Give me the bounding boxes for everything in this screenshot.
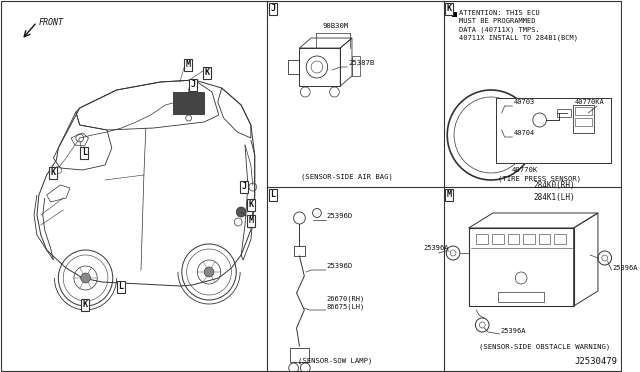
Bar [523, 234, 535, 244]
Text: J: J [191, 80, 196, 89]
Text: 25396D: 25396D [326, 263, 353, 269]
Text: 40704: 40704 [513, 130, 534, 136]
Text: 284K0(RH)
284K1(LH): 284K0(RH) 284K1(LH) [533, 181, 575, 202]
Text: 98B30M: 98B30M [323, 23, 349, 29]
Text: M: M [446, 190, 451, 199]
Bar [288, 60, 300, 74]
Text: 40770KA: 40770KA [575, 99, 605, 105]
Circle shape [236, 207, 246, 217]
Bar [476, 234, 488, 244]
Text: K: K [51, 168, 56, 177]
Text: 25387B: 25387B [348, 60, 374, 66]
Bar [173, 92, 204, 114]
Text: 26670(RH)
86675(LH): 26670(RH) 86675(LH) [326, 295, 365, 310]
Bar [575, 107, 592, 115]
Text: (SENSOR-SOW LAMP): (SENSOR-SOW LAMP) [298, 357, 372, 363]
Text: J: J [241, 182, 246, 191]
Text: M: M [249, 216, 254, 225]
Bar [452, 12, 457, 17]
Circle shape [81, 273, 90, 283]
Bar [352, 56, 360, 76]
Text: 25396A: 25396A [612, 265, 638, 271]
Text: ATTENTION: THIS ECU
MUST BE PROGRAMMED
DATA (40711X) TMPS.
40711X INSTALL TO 284: ATTENTION: THIS ECU MUST BE PROGRAMMED D… [459, 10, 578, 41]
Text: L: L [270, 190, 275, 199]
Bar [492, 234, 504, 244]
Text: (SENSOR-SIDE OBSTACLE WARNING): (SENSOR-SIDE OBSTACLE WARNING) [479, 343, 610, 350]
Text: M: M [186, 60, 191, 69]
Bar [575, 118, 592, 126]
Bar [290, 348, 309, 362]
Bar [496, 98, 611, 163]
Text: J: J [270, 4, 275, 13]
Text: FRONT: FRONT [39, 18, 64, 27]
Bar [498, 292, 545, 302]
Bar [508, 234, 519, 244]
Text: 25396A: 25396A [500, 328, 526, 334]
Text: K: K [446, 4, 451, 13]
Text: J2530479: J2530479 [574, 357, 618, 366]
Bar [557, 109, 571, 117]
Text: K: K [83, 300, 88, 309]
Text: K: K [204, 68, 209, 77]
Circle shape [204, 267, 214, 277]
Text: 25396A: 25396A [424, 245, 449, 251]
Bar [554, 234, 566, 244]
Bar [573, 105, 594, 133]
Bar [539, 234, 550, 244]
Text: (SENSOR-SIDE AIR BAG): (SENSOR-SIDE AIR BAG) [301, 173, 393, 180]
Text: L: L [118, 282, 124, 291]
Text: L: L [82, 148, 86, 157]
Text: 40770K: 40770K [512, 167, 538, 173]
Text: K: K [249, 200, 254, 209]
Text: 40703: 40703 [513, 99, 534, 105]
Text: (TIRE PRESS SENSOR): (TIRE PRESS SENSOR) [498, 175, 581, 182]
Text: 25396D: 25396D [326, 213, 353, 219]
Bar [300, 48, 340, 86]
Bar [294, 246, 305, 256]
Bar [468, 228, 573, 306]
